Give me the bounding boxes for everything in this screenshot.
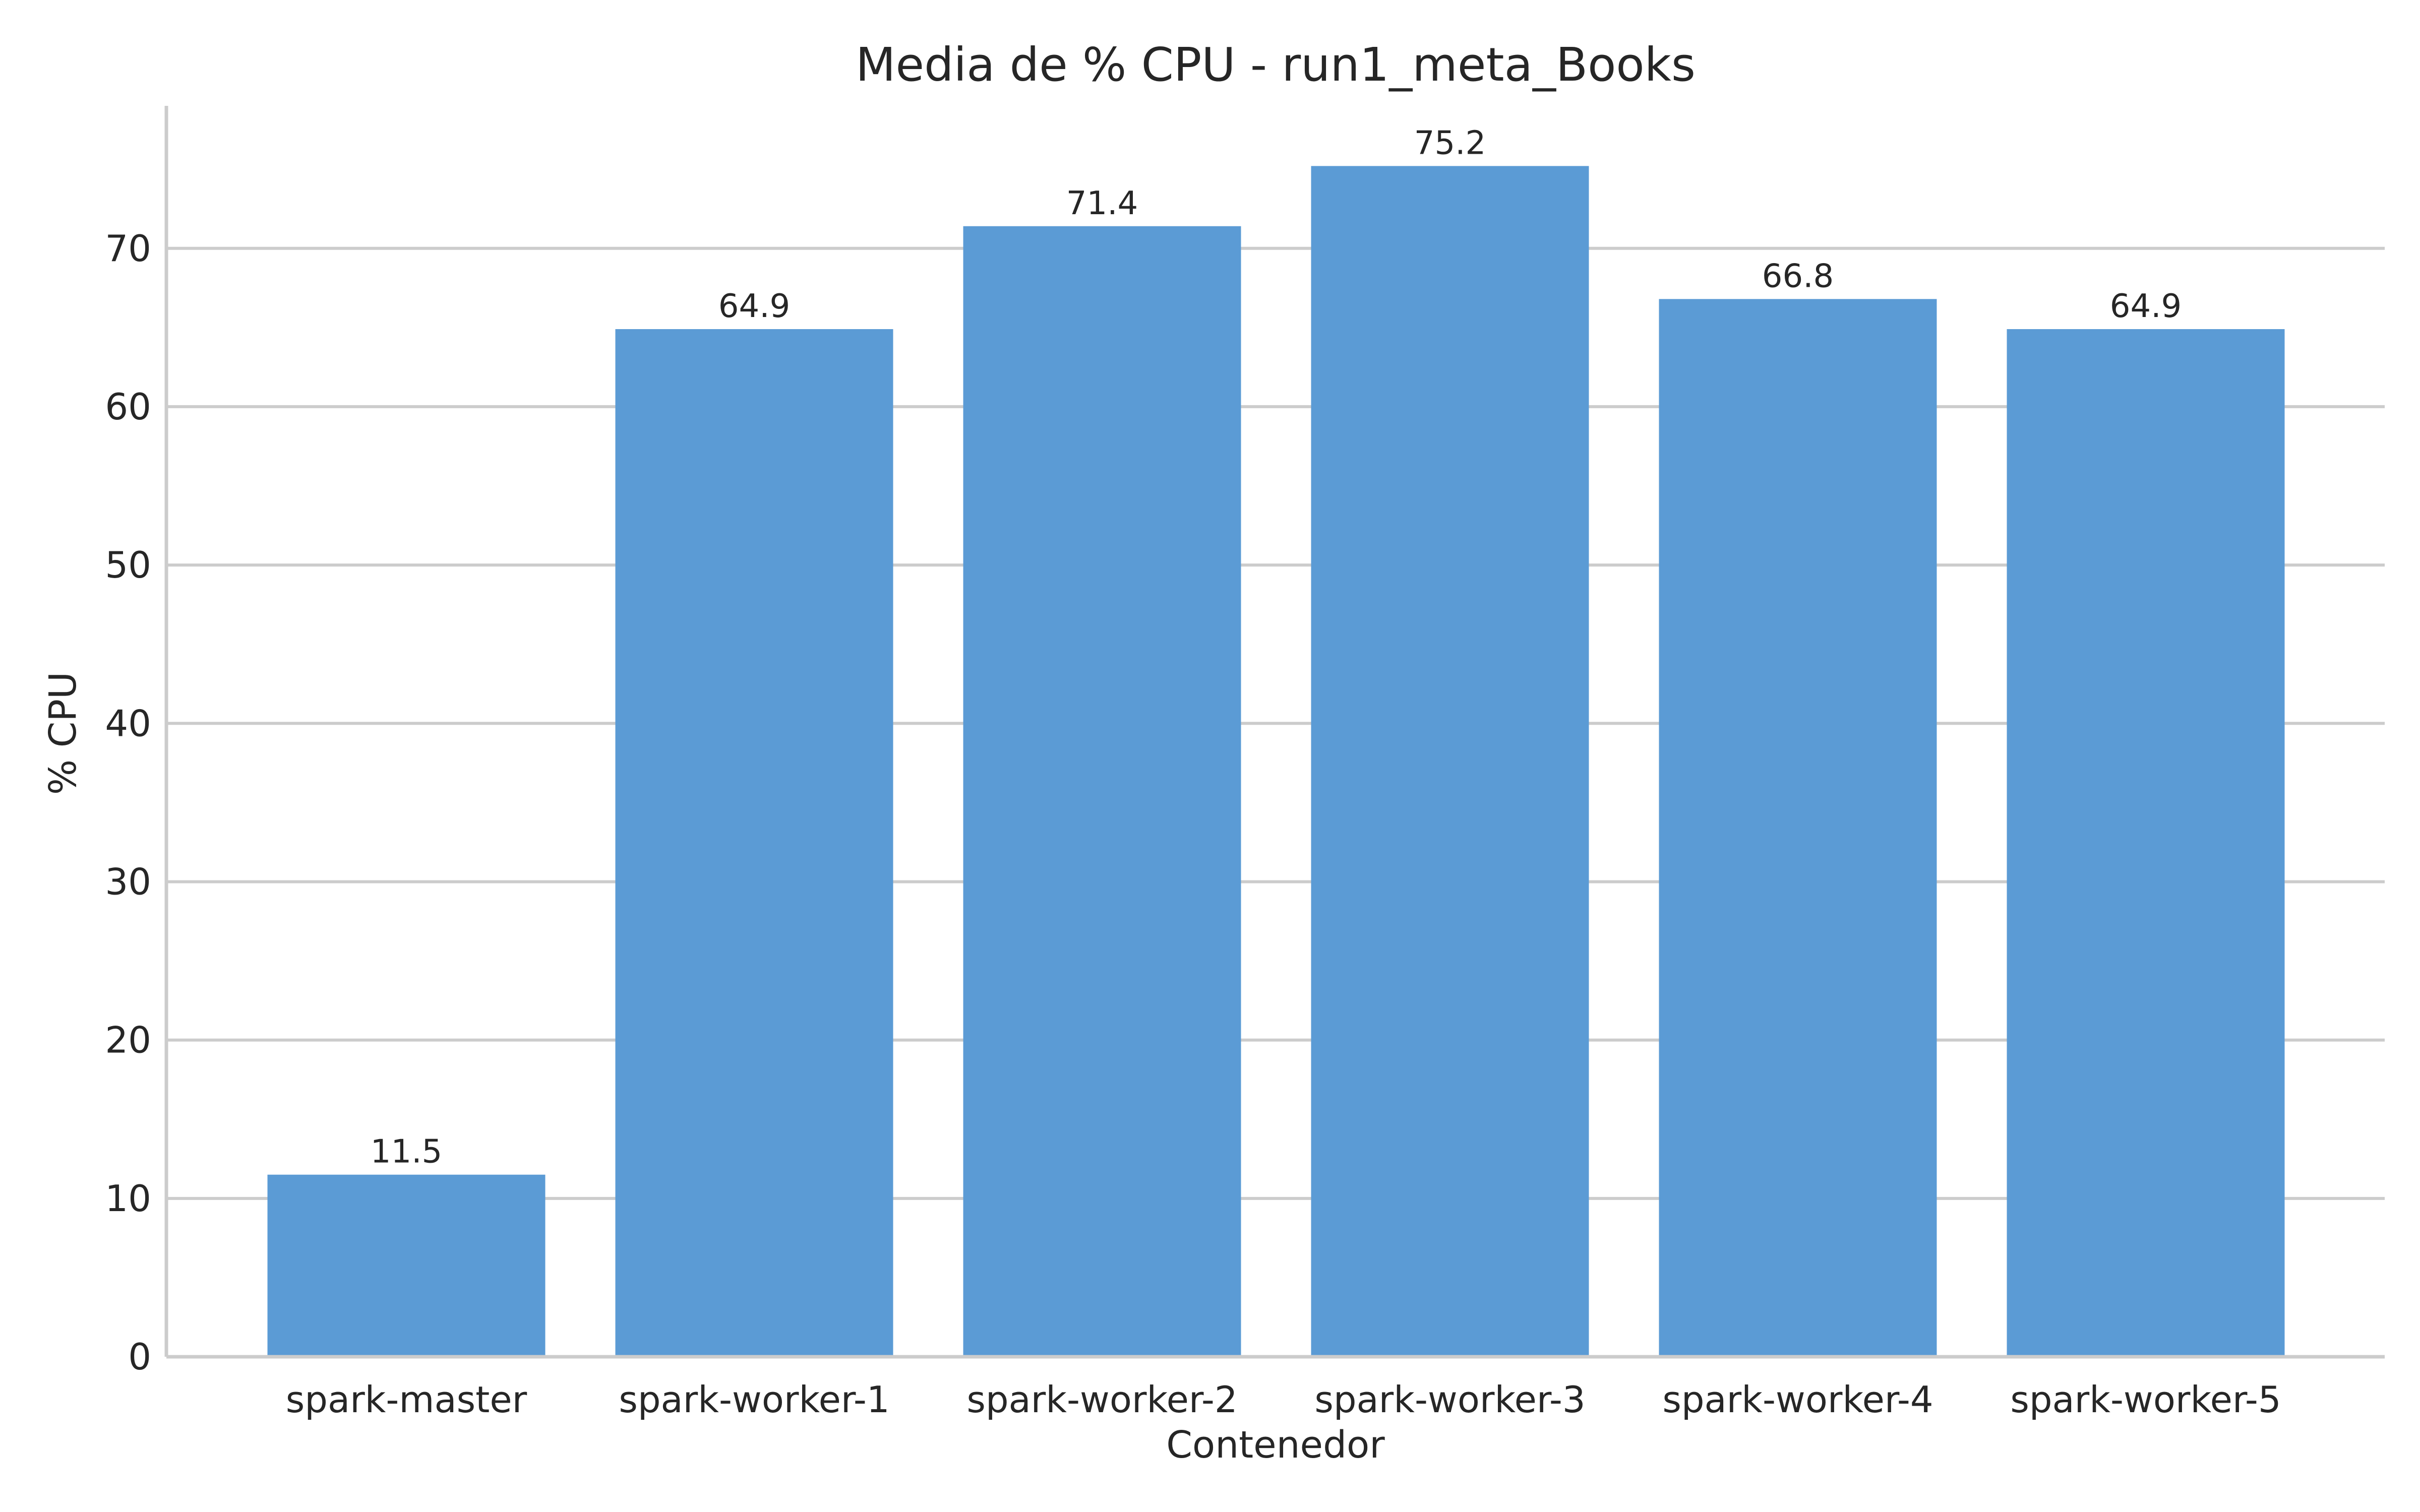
- x-tick-label: spark-worker-1: [619, 1378, 889, 1421]
- y-tick-label: 20: [105, 1019, 151, 1061]
- data-label: 64.9: [2110, 288, 2182, 325]
- chart-title: Media de % CPU - run1_meta_Books: [856, 38, 1696, 92]
- y-tick-labels: 0 10 20 30 40 50 60 70: [105, 227, 151, 1378]
- axes: [164, 106, 2385, 1359]
- x-tick-label: spark-worker-4: [1662, 1378, 1933, 1421]
- data-label: 64.9: [718, 288, 791, 325]
- bar-spark-worker-1: [615, 329, 893, 1357]
- grid-lines: [166, 246, 2385, 1200]
- bars: [267, 166, 2285, 1357]
- data-label: 66.8: [1762, 258, 1834, 295]
- bar-spark-worker-3: [1311, 166, 1589, 1357]
- y-tick-label: 50: [105, 544, 151, 586]
- bar-spark-worker-5: [2007, 329, 2285, 1357]
- y-tick-label: 0: [128, 1336, 151, 1378]
- data-label: 71.4: [1066, 185, 1138, 222]
- data-label: 75.2: [1414, 124, 1486, 162]
- x-tick-label: spark-master: [286, 1378, 527, 1421]
- x-tick-label: spark-worker-2: [966, 1378, 1237, 1421]
- x-tick-label: spark-worker-5: [2010, 1378, 2281, 1421]
- y-tick-label: 10: [105, 1177, 151, 1220]
- data-labels: 11.5 64.9 71.4 75.2 66.8 64.9: [371, 124, 2182, 1170]
- y-tick-label: 60: [105, 386, 151, 428]
- x-tick-labels: spark-master spark-worker-1 spark-worker-2…: [286, 1378, 2281, 1421]
- y-tick-label: 40: [105, 702, 151, 744]
- bar-spark-worker-4: [1659, 299, 1937, 1357]
- data-label: 11.5: [371, 1133, 443, 1171]
- x-tick-label: spark-worker-3: [1314, 1378, 1585, 1421]
- y-tick-label: 30: [105, 860, 151, 903]
- x-axis-label: Contenedor: [1166, 1423, 1385, 1467]
- y-axis-label: % CPU: [41, 672, 85, 795]
- bar-spark-worker-2: [963, 226, 1241, 1357]
- bar-spark-master: [267, 1174, 546, 1357]
- y-tick-label: 70: [105, 227, 151, 270]
